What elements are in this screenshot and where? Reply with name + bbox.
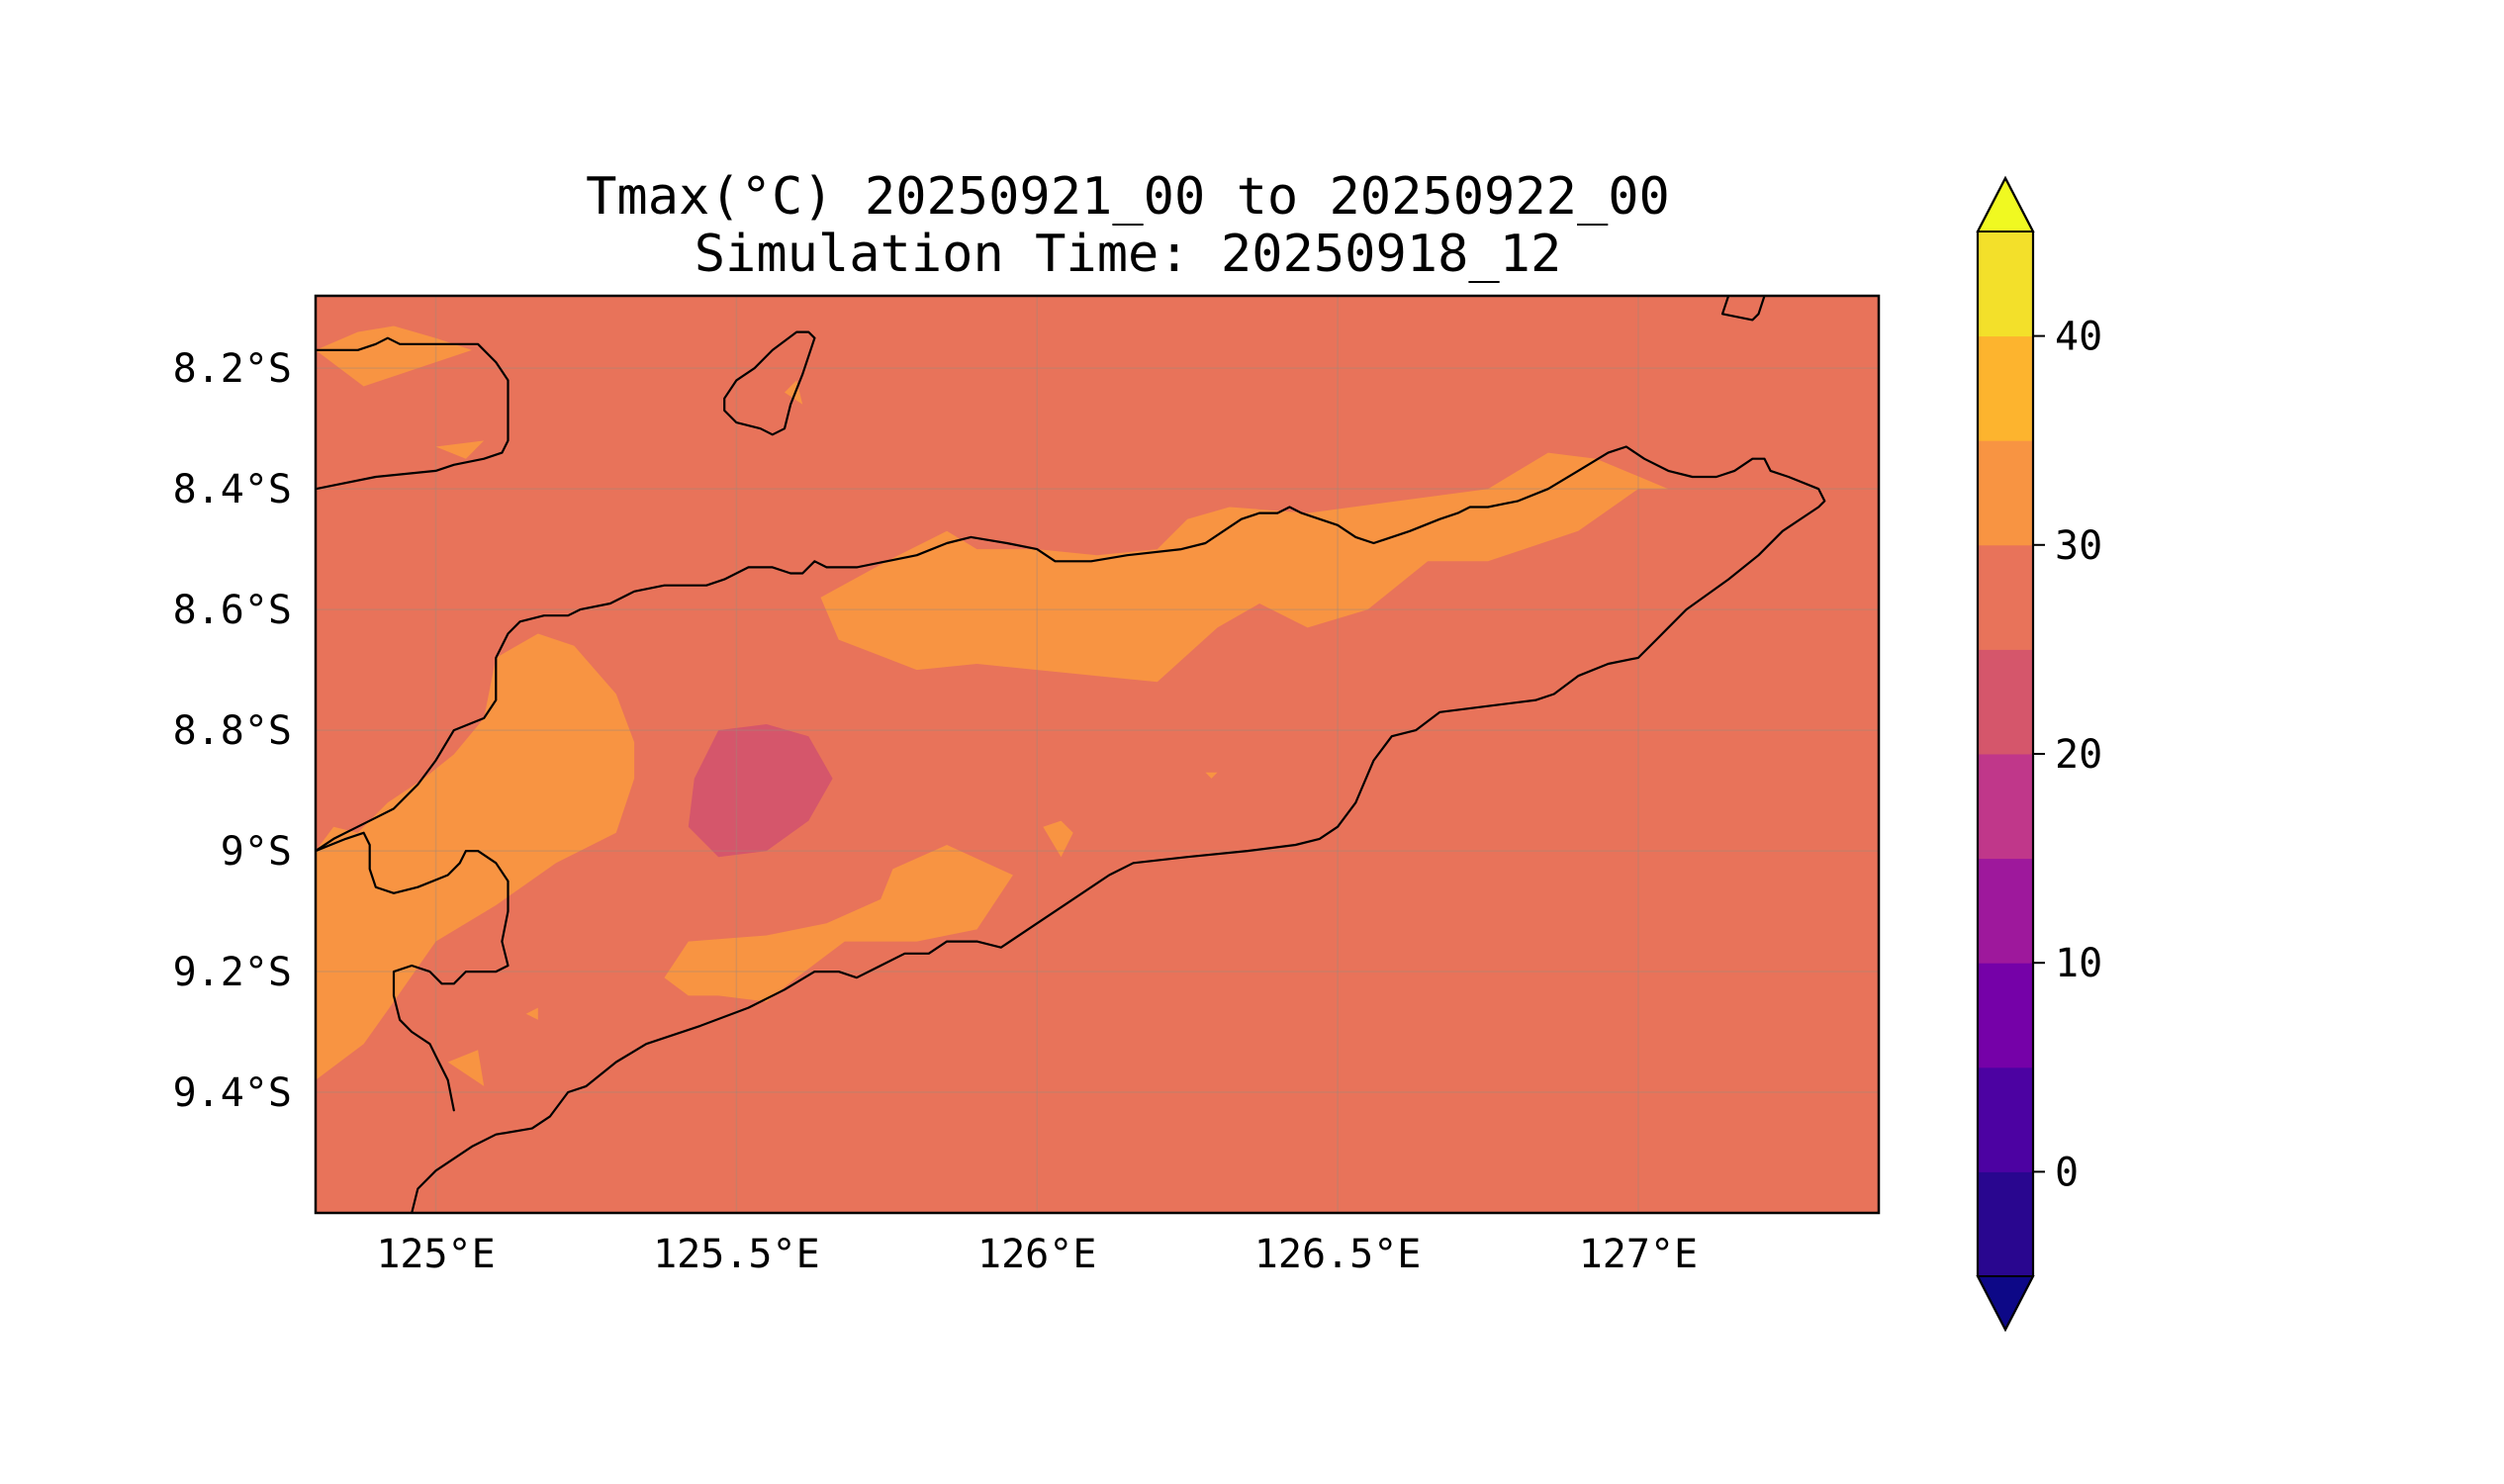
title-line-2: Simulation Time: 20250918_12 <box>695 225 1562 284</box>
colorbar-bin <box>1978 1067 2033 1172</box>
colorbar-bin <box>1978 963 2033 1068</box>
lon-tick-label: 125.5°E <box>653 1232 820 1277</box>
colorbar-tick-label: 20 <box>2055 732 2102 778</box>
lon-tick-label: 126°E <box>977 1232 1096 1277</box>
temperature-region-30-35-7 <box>525 1007 538 1020</box>
latitude-tick-labels: 8.2°S 8.4°S 8.6°S 8.8°S 9°S 9.2°S 9.4°S <box>173 346 292 1116</box>
lon-tick-label: 125°E <box>376 1232 495 1277</box>
lat-tick-label: 8.8°S <box>173 708 292 754</box>
temperature-regions <box>316 325 1669 1086</box>
colorbar-bin <box>1978 1171 2033 1277</box>
colorbar: 0 10 20 30 40 <box>1976 175 2102 1333</box>
colorbar-bins <box>1978 232 2033 1277</box>
temperature-region-30-35-1 <box>435 440 485 459</box>
longitude-tick-labels: 125°E 125.5°E 126°E 126.5°E 127°E <box>376 1232 1698 1277</box>
lat-tick-label: 8.4°S <box>173 467 292 512</box>
colorbar-tick-label: 40 <box>2055 315 2102 360</box>
temperature-region-30-35-9 <box>1205 772 1218 779</box>
title-line-1: Tmax(°C) 20250921_00 to 20250922_00 <box>586 167 1670 227</box>
map-area: 125°E 125.5°E 126°E 126.5°E 127°E 8.2°S 8.4°S… <box>173 294 1881 1277</box>
lat-tick-label: 9.4°S <box>173 1070 292 1116</box>
lon-tick-label: 126.5°E <box>1254 1232 1422 1277</box>
lat-tick-label: 8.6°S <box>173 588 292 633</box>
coastline-timor-south <box>316 445 1826 1213</box>
lat-tick-label: 9.2°S <box>173 950 292 995</box>
colorbar-bin <box>1978 858 2033 964</box>
temperature-region-30-35-6 <box>447 1050 485 1086</box>
coastlines <box>316 296 1826 1213</box>
colorbar-ticks: 0 10 20 30 40 <box>2033 315 2102 1195</box>
lon-tick-label: 127°E <box>1579 1232 1698 1277</box>
colorbar-bin <box>1978 440 2033 546</box>
colorbar-tick-label: 30 <box>2055 523 2102 569</box>
temperature-region-20-25-10 <box>688 724 833 858</box>
coastline-north-east-island <box>1720 296 1766 322</box>
temperature-region-30-35-5 <box>664 845 1013 1002</box>
map-frame <box>314 294 1881 1215</box>
colorbar-bin <box>1978 649 2033 755</box>
colorbar-outline <box>1976 175 2035 1333</box>
colorbar-bin <box>1978 335 2033 441</box>
colorbar-tick-label: 10 <box>2055 941 2102 986</box>
lat-tick-label: 8.2°S <box>173 346 292 392</box>
map-gridlines <box>316 296 1879 1213</box>
temperature-region-30-35-3 <box>820 452 1669 683</box>
coastline-atauro-island <box>723 330 816 436</box>
lat-tick-label: 9°S <box>221 829 292 875</box>
temperature-region-30-35-8 <box>1043 820 1073 858</box>
colorbar-bin <box>1978 544 2033 650</box>
colorbar-tick-label: 0 <box>2055 1150 2079 1195</box>
coastline-timor-north-south <box>316 831 510 1112</box>
temperature-region-30-35-0 <box>316 325 472 387</box>
coastline-alor-island <box>316 336 510 491</box>
temperature-region-30-35-4 <box>316 633 635 1080</box>
colorbar-bin <box>1978 232 2033 337</box>
colorbar-bin <box>1978 754 2033 860</box>
